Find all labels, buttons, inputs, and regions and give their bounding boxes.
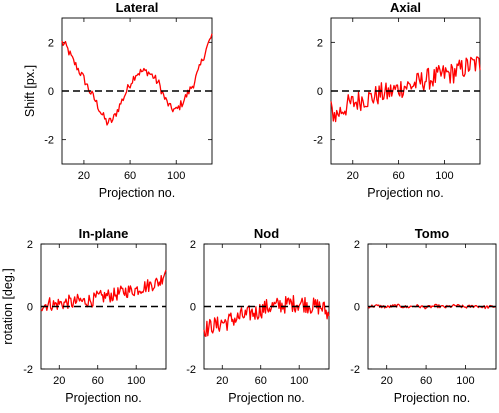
- x-tick-label: 20: [381, 375, 393, 387]
- y-tick-label: -2: [350, 364, 360, 376]
- series-line: [330, 56, 481, 123]
- panel-axial: 20 60 100 -2 0 2 Axial Projection no.: [313, 0, 481, 200]
- x-tick-label: 20: [347, 170, 359, 182]
- y-tick-label: -2: [186, 364, 196, 376]
- panel-tomo: 20 60 100 -2 0 2 Tomo Projection no.: [350, 226, 497, 405]
- x-axis-label: Projection no.: [394, 391, 470, 405]
- panel-title: Nod: [254, 226, 279, 241]
- series-line: [367, 303, 496, 310]
- series-line: [203, 295, 330, 337]
- panel-lateral: 20 60 100 -2 0 2 Lateral Projection no. Shift [p…: [23, 0, 213, 200]
- panel-title: Axial: [390, 0, 421, 15]
- y-tick-label: 2: [190, 239, 196, 251]
- x-tick-label: 60: [392, 170, 404, 182]
- x-tick-label: 60: [420, 375, 432, 387]
- x-axis-label: Projection no.: [367, 186, 443, 200]
- y-tick-label: 0: [354, 302, 360, 314]
- x-tick-label: 20: [216, 375, 228, 387]
- x-tick-label: 60: [255, 375, 267, 387]
- x-tick-label: 60: [124, 170, 136, 182]
- x-tick-label: 60: [92, 375, 104, 387]
- x-tick-label: 100: [456, 375, 474, 387]
- y-tick-label: 0: [48, 86, 54, 98]
- x-axis-label: Projection no.: [65, 391, 141, 405]
- y-tick-label: -2: [44, 135, 54, 147]
- series-line: [61, 33, 213, 126]
- y-tick-label: 2: [27, 239, 33, 251]
- x-tick-label: 100: [167, 170, 185, 182]
- x-tick-label: 100: [435, 170, 453, 182]
- x-tick-label: 100: [290, 375, 308, 387]
- panel-title: Lateral: [116, 0, 159, 15]
- panel-title: In-plane: [79, 226, 129, 241]
- x-axis-label: Projection no.: [228, 391, 304, 405]
- y-tick-label: 0: [317, 86, 323, 98]
- y-axis-label: rotation [deg.]: [1, 268, 15, 344]
- panel-in-plane: 20 60 100 -2 0 2 In-plane Projection no. rotatio…: [1, 226, 167, 405]
- series-line: [40, 269, 167, 312]
- x-axis-label: Projection no.: [99, 186, 175, 200]
- y-tick-label: 2: [317, 37, 323, 49]
- x-tick-label: 20: [53, 375, 65, 387]
- y-axis-label: Shift [px.]: [23, 65, 37, 117]
- y-tick-label: 2: [354, 239, 360, 251]
- y-tick-label: -2: [23, 364, 33, 376]
- panel-title: Tomo: [415, 226, 449, 241]
- x-tick-label: 20: [78, 170, 90, 182]
- y-tick-label: 0: [27, 302, 33, 314]
- panel-nod: 20 60 100 -2 0 2 Nod Projection no.: [186, 226, 330, 405]
- y-tick-label: 0: [190, 302, 196, 314]
- y-tick-label: 2: [48, 37, 54, 49]
- axes-box: [40, 243, 167, 370]
- x-tick-label: 100: [127, 375, 145, 387]
- y-tick-label: -2: [313, 135, 323, 147]
